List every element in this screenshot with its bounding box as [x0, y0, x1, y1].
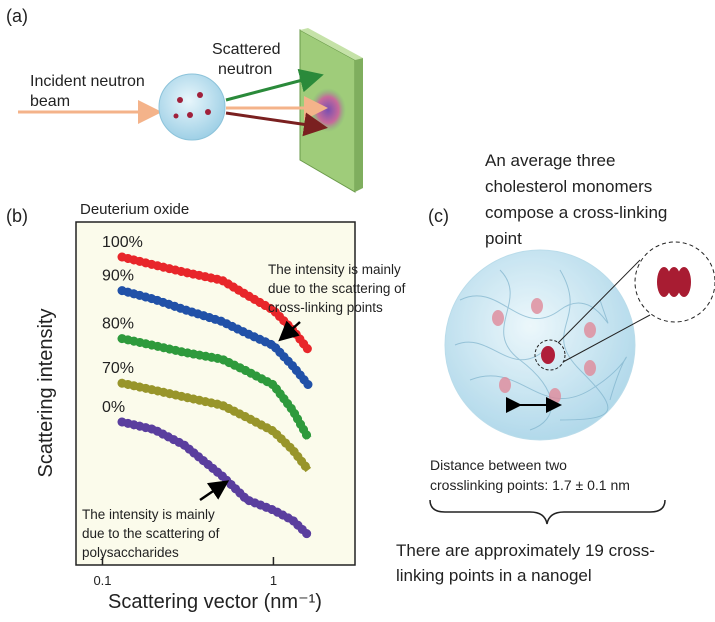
- beam-text: Incident neutron: [30, 73, 145, 90]
- figure: (a) Incident neutron beam Scattered neut…: [0, 0, 715, 617]
- count-text: linking points in a nanogel: [396, 566, 592, 585]
- panel-label: (c): [428, 206, 449, 226]
- panel-c-title: compose a cross-linking: [485, 203, 667, 222]
- brace: [430, 500, 665, 524]
- annotation: due to the scattering of: [82, 526, 220, 541]
- x-tick-label: 0.1: [93, 573, 111, 588]
- nanogel: [159, 74, 225, 140]
- beam-text: beam: [30, 93, 70, 110]
- series-label: 70%: [102, 360, 134, 377]
- annotation: due to the scattering of: [268, 281, 406, 296]
- cholesterol: [657, 267, 691, 297]
- annotation: cross-linking points: [268, 300, 383, 315]
- x-axis-label: Scattering vector (nm⁻¹): [108, 591, 322, 613]
- x-tick-label: 1: [270, 573, 277, 588]
- crosslink: [541, 346, 555, 364]
- panel-c: (c) An average three cholesterol monomer…: [396, 151, 715, 585]
- panel-c-title: point: [485, 229, 522, 248]
- series-label: 80%: [102, 316, 134, 333]
- series-label: 100%: [102, 234, 143, 251]
- annotation: The intensity is mainly: [82, 507, 215, 522]
- distance-text: Distance between two: [430, 457, 567, 473]
- panel-label: (b): [6, 206, 28, 226]
- y-axis-label: Scattering intensity: [35, 309, 57, 478]
- panel-c-title: cholesterol monomers: [485, 177, 652, 196]
- count-text: There are approximately 19 cross-: [396, 541, 655, 560]
- panel-b: (b) Deuterium oxide Scattering intensity…: [6, 201, 406, 613]
- detector-side: [355, 58, 363, 192]
- annotation: The intensity is mainly: [268, 262, 401, 277]
- scattered-text: Scattered: [212, 41, 280, 58]
- annotation: polysaccharides: [82, 545, 179, 560]
- series-label: 0%: [102, 399, 125, 416]
- chart-title: Deuterium oxide: [80, 201, 189, 218]
- panel-c-title: An average three: [485, 151, 615, 170]
- panel-a: (a) Incident neutron beam Scattered neut…: [6, 6, 363, 192]
- scattered-text: neutron: [218, 61, 272, 78]
- panel-label: (a): [6, 6, 28, 26]
- series-label: 90%: [102, 268, 134, 285]
- distance-text: crosslinking points: 1.7 ± 0.1 nm: [430, 477, 630, 493]
